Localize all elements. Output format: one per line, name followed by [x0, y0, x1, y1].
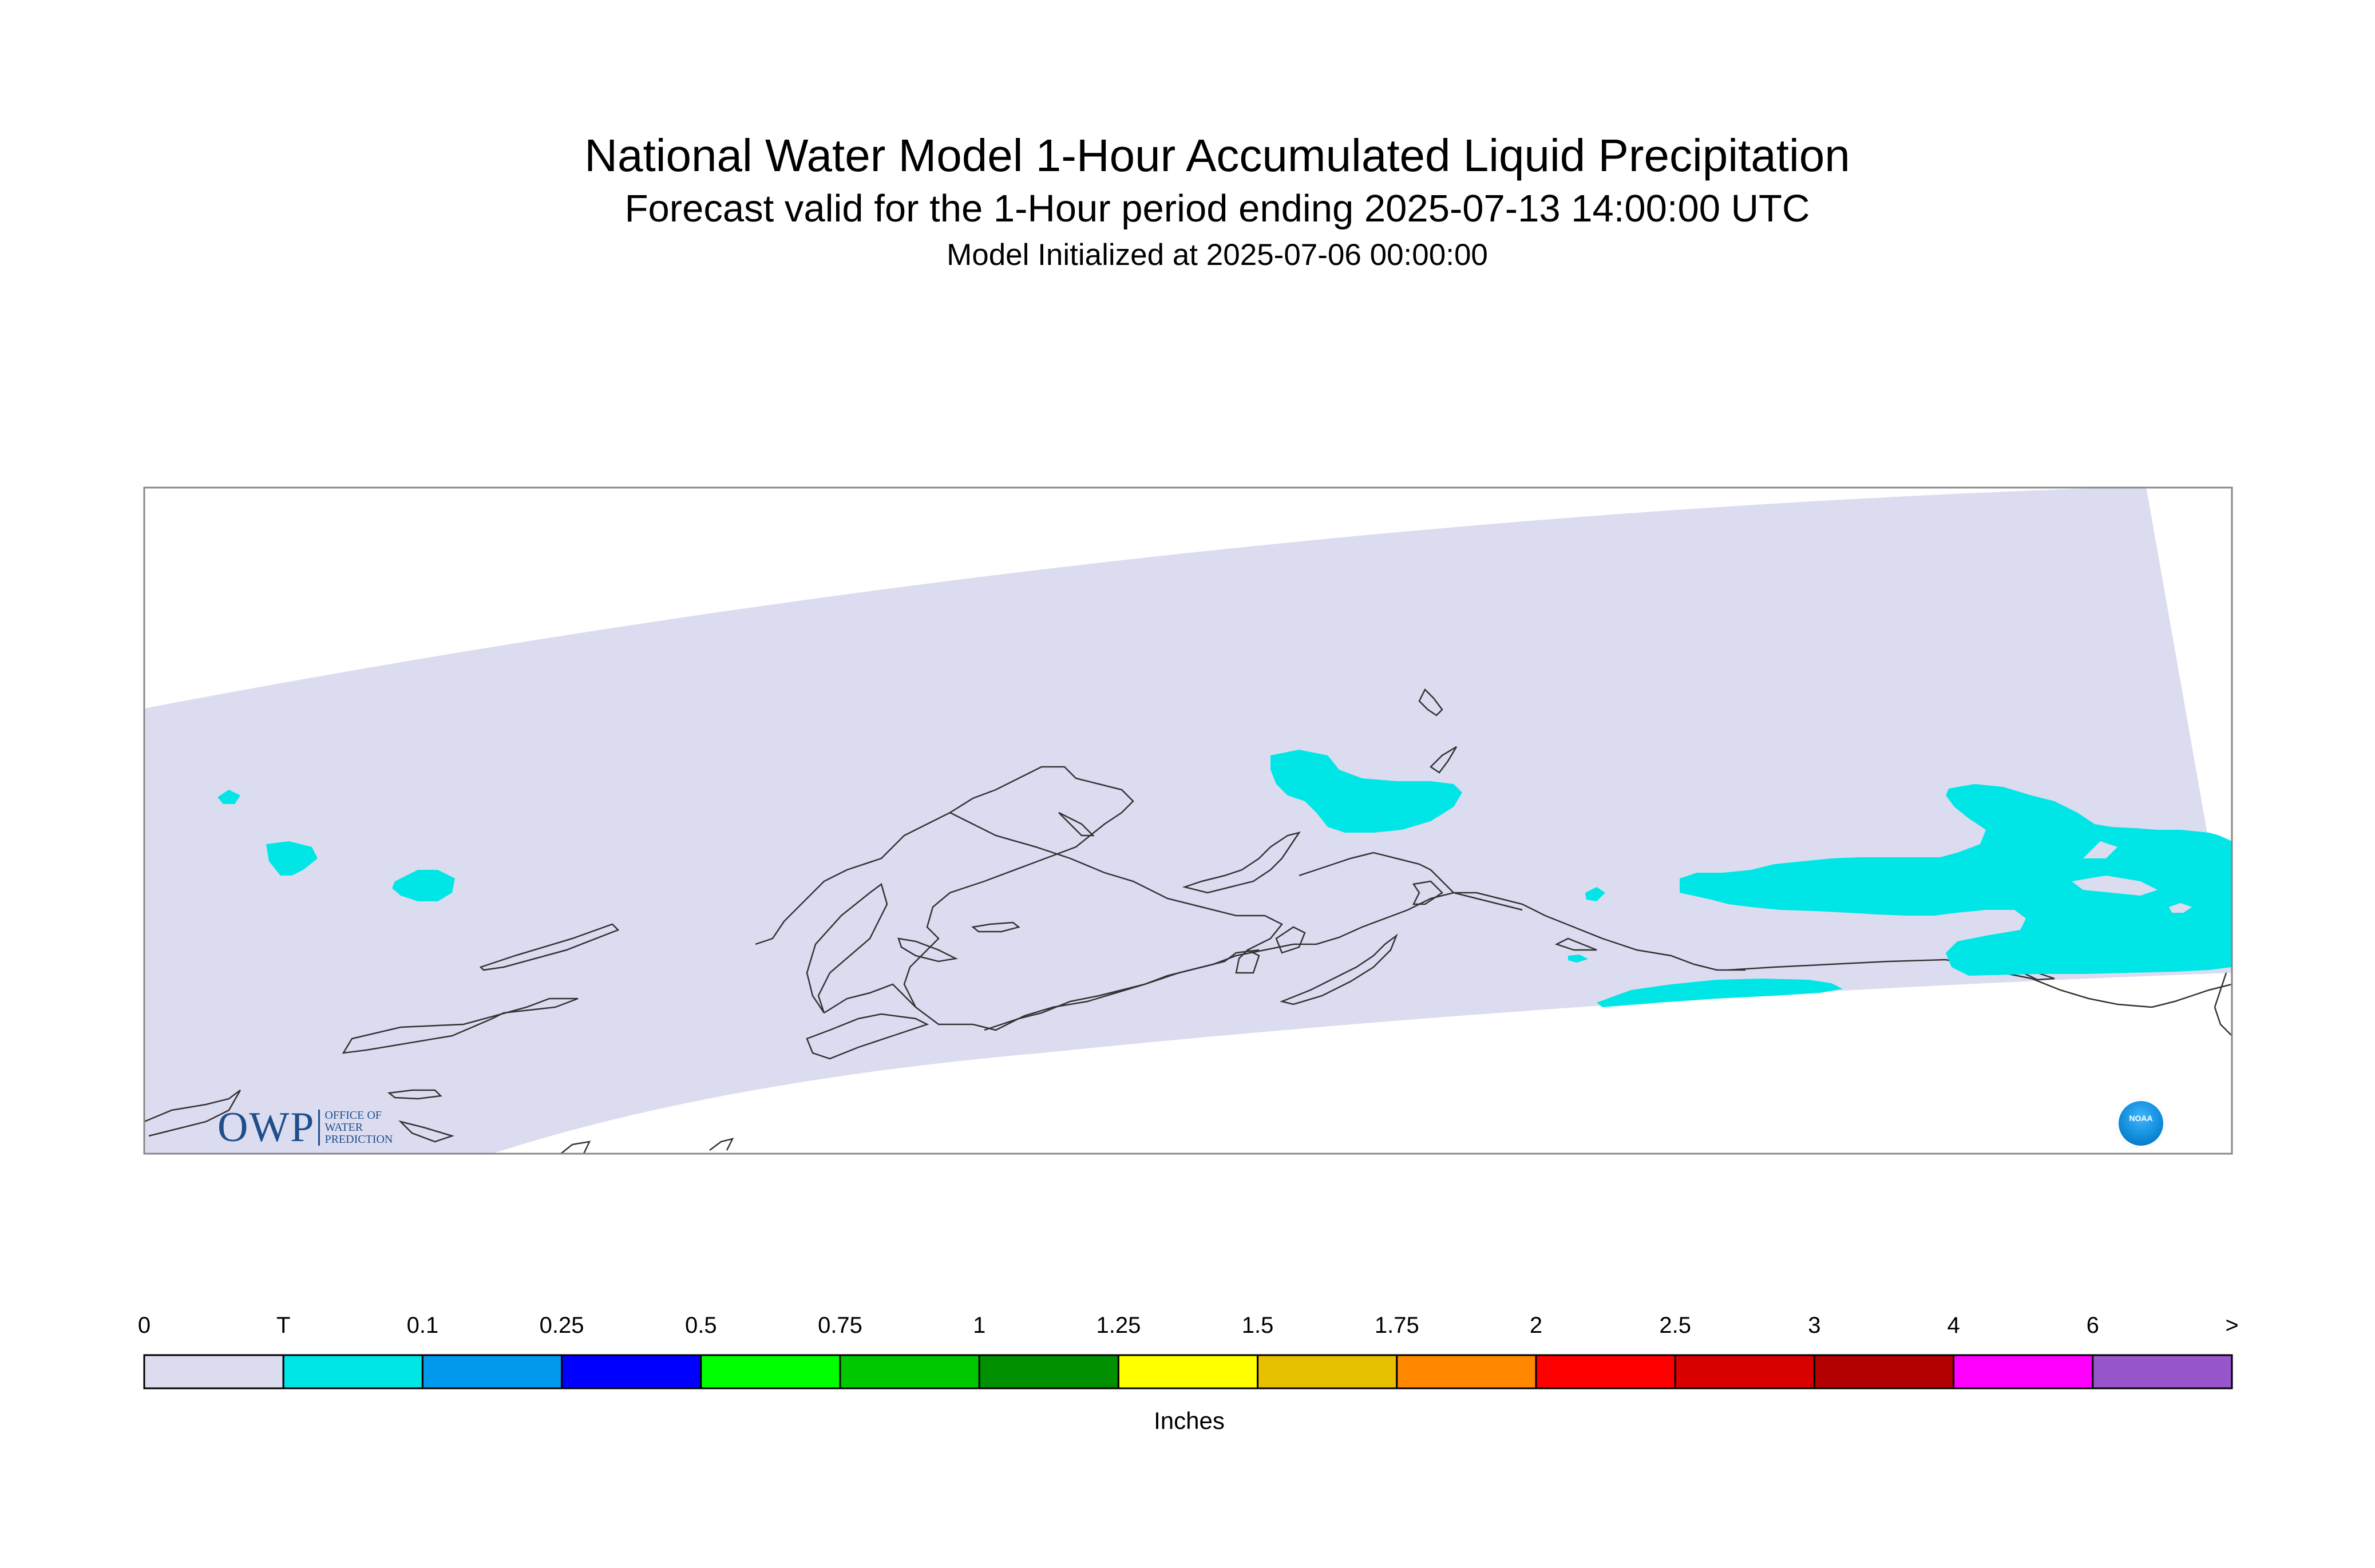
- colorbar-bin-3: [421, 1354, 563, 1389]
- coastlines: [144, 688, 2232, 1154]
- colorbar-tick-label: 1: [973, 1313, 986, 1338]
- coastline-25: [398, 1120, 455, 1143]
- coastline-9: [971, 921, 1020, 933]
- colorbar-bin-7: [978, 1354, 1119, 1389]
- colorbar-tick-label: 1.75: [1374, 1313, 1419, 1338]
- colorbar-tick-label: 1.5: [1241, 1313, 1274, 1338]
- coastline-24: [387, 1089, 442, 1100]
- colorbar-tick-label: >: [2225, 1313, 2239, 1338]
- colorbar-bin-10: [1396, 1354, 1537, 1389]
- colorbar-bin-8: [1117, 1354, 1259, 1389]
- precip-area-1: [217, 790, 240, 804]
- precip-area-2: [266, 841, 318, 876]
- coastline-28: [1058, 811, 1095, 837]
- precip-gap-3: [2169, 903, 2192, 913]
- coastline-20: [1554, 937, 1597, 951]
- coastline-5: [1728, 959, 2232, 1008]
- colorbar-tick-label: T: [276, 1313, 291, 1338]
- colorbar-tick-label: 2.5: [1659, 1313, 1691, 1338]
- coastline-1: [342, 997, 579, 1054]
- coastline-17: [1412, 880, 1443, 905]
- coastline-22: [2214, 972, 2232, 1036]
- colorbar-bin-5: [700, 1354, 841, 1389]
- coastline-6: [755, 766, 1134, 1008]
- map-title: National Water Model 1-Hour Accumulated …: [584, 130, 1850, 181]
- coastline-2: [479, 923, 620, 971]
- colorbar-bin-11: [1535, 1354, 1676, 1389]
- coastline-16: [1299, 852, 1523, 911]
- coastline-19: [1430, 746, 1458, 774]
- owp-logo-subtext: OFFICE OF WATER PREDICTION: [318, 1109, 416, 1146]
- colorbar-tick-label: 0.1: [406, 1313, 439, 1338]
- colorbar-tick-label: 6: [2086, 1313, 2099, 1338]
- owp-logo: OWP OFFICE OF WATER PREDICTION: [217, 1104, 416, 1150]
- precip-area-7: [1680, 784, 2232, 976]
- colorbar-bin-14: [1953, 1354, 2094, 1389]
- precipitation-areas: [217, 750, 2232, 1007]
- precip-area-5: [1585, 887, 1605, 901]
- coastline-12: [1279, 933, 1398, 1005]
- owp-logo-text: OWP: [217, 1104, 315, 1151]
- coastline-13: [1275, 926, 1306, 954]
- coastline-18: [1418, 688, 1443, 716]
- coastline-11: [984, 949, 1260, 1031]
- colorbar-units-label: Inches: [1154, 1407, 1225, 1434]
- colorbar-bin-9: [1257, 1354, 1398, 1389]
- precip-gap-2: [2072, 876, 2158, 896]
- coastline-27: [560, 1141, 591, 1154]
- coastline-4: [824, 892, 1745, 1031]
- colorbar-tick-label: 0.5: [684, 1313, 717, 1338]
- coastline-10: [806, 1013, 929, 1060]
- coastline-7: [949, 811, 1283, 951]
- colorbar-tick-label: 2: [1529, 1313, 1543, 1338]
- coastline-26: [709, 1138, 734, 1151]
- colorbar-tick-label: 0.75: [818, 1313, 862, 1338]
- coastline-8: [897, 937, 958, 963]
- colorbar-tick-label: 4: [1947, 1313, 1960, 1338]
- colorbar-tick-label: 0: [137, 1313, 151, 1338]
- noaa-logo-text: NOAA: [2129, 1114, 2153, 1123]
- coastline-23: [144, 1090, 242, 1137]
- colorbar-tick-label: 1.25: [1096, 1313, 1141, 1338]
- precip-area-3: [392, 870, 455, 901]
- colorbar-bin-15: [2092, 1354, 2233, 1389]
- model-initialized-label: Model Initialized at 2025-07-06 00:00:00: [947, 238, 1488, 272]
- colorbar: [143, 1354, 2233, 1389]
- precip-gap-1: [2083, 841, 2117, 858]
- colorbar-bin-2: [282, 1354, 423, 1389]
- colorbar-bin-6: [839, 1354, 980, 1389]
- colorbar-tick-label: 3: [1808, 1313, 1821, 1338]
- coastline-15: [1182, 831, 1301, 894]
- precip-area-8: [1597, 979, 1843, 1007]
- colorbar-bin-1: [143, 1354, 284, 1389]
- map-frame: [143, 486, 2233, 1155]
- precip-area-4: [1270, 750, 1462, 833]
- coastline-3: [806, 882, 888, 1013]
- colorbar-bin-13: [1813, 1354, 1955, 1389]
- noaa-logo: NOAA: [2116, 1099, 2166, 1148]
- colorbar-bin-4: [561, 1354, 702, 1389]
- model-domain-area: [144, 488, 2232, 1154]
- map-subtitle: Forecast valid for the 1-Hour period end…: [624, 187, 1810, 230]
- coastline-14: [1235, 949, 1260, 974]
- colorbar-bin-12: [1674, 1354, 1815, 1389]
- precip-area-6: [1568, 955, 1588, 963]
- precipitation-gaps: [2072, 841, 2192, 913]
- colorbar-tick-label: 0.25: [539, 1313, 584, 1338]
